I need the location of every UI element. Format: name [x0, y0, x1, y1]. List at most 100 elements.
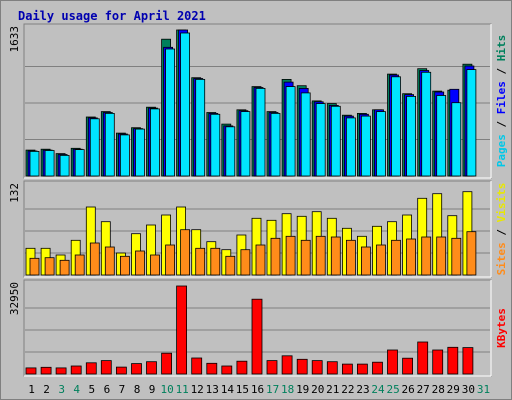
- bar-pages-day-27: [421, 71, 432, 177]
- side-label-sites: Sites: [495, 242, 508, 275]
- bar-pages-day-28: [436, 95, 447, 177]
- side-label-files: Files: [495, 81, 508, 114]
- bar-kbytes-day-19: [296, 358, 308, 375]
- x-label-day-27: 27: [417, 383, 430, 396]
- bar-sites-day-12: [195, 247, 206, 276]
- bar-kbytes-day-15: [236, 360, 248, 375]
- x-label-day-1: 1: [28, 383, 35, 396]
- bar-sites-day-18: [285, 235, 296, 276]
- x-label-day-10: 10: [160, 383, 173, 396]
- bar-pages-day-11: [180, 32, 191, 177]
- bar-kbytes-day-6: [100, 360, 112, 375]
- bar-kbytes-day-7: [116, 366, 127, 375]
- panel-visits-ymax-label: 132: [8, 183, 21, 203]
- bar-kbytes-day-24: [372, 361, 383, 375]
- x-label-day-11: 11: [176, 383, 189, 396]
- x-label-day-16: 16: [251, 383, 264, 396]
- side-label-sep-2: /: [495, 61, 508, 81]
- bar-pages-day-12: [195, 79, 206, 177]
- bar-pages-day-21: [330, 105, 341, 177]
- bar-pages-day-25: [391, 76, 401, 177]
- bar-kbytes-day-13: [206, 362, 218, 375]
- bar-sites-day-10: [165, 244, 176, 276]
- bar-kbytes-day-28: [432, 349, 444, 375]
- bar-sites-day-9: [150, 254, 160, 276]
- bar-kbytes-day-14: [221, 365, 233, 375]
- bar-sites-day-24: [376, 244, 386, 276]
- bar-kbytes-day-11: [176, 285, 188, 375]
- bar-sites-day-15: [240, 249, 251, 276]
- bar-sites-day-13: [210, 247, 221, 276]
- bar-kbytes-day-1: [25, 367, 37, 375]
- bar-sites-day-6: [104, 246, 115, 276]
- x-label-day-26: 26: [401, 383, 414, 396]
- panel-visits-sites: [23, 180, 492, 278]
- side-label-kbytes: KBytes: [495, 308, 508, 348]
- x-label-day-20: 20: [311, 383, 324, 396]
- bar-sites-day-8: [135, 250, 145, 276]
- bar-sites-day-17: [270, 237, 281, 276]
- bar-sites-day-20: [315, 235, 326, 276]
- bar-sites-day-22: [345, 239, 356, 276]
- bar-sites-day-19: [300, 239, 311, 276]
- x-label-day-6: 6: [104, 383, 111, 396]
- bar-pages-day-29: [451, 102, 462, 177]
- bar-pages-day-6: [104, 113, 115, 177]
- bar-kbytes-day-18: [281, 355, 293, 375]
- panel-hits-side-label: Pages / Files / Hits: [495, 35, 508, 168]
- bar-sites-day-14: [225, 255, 236, 276]
- x-label-day-2: 2: [43, 383, 50, 396]
- bar-kbytes-day-20: [311, 360, 323, 375]
- bar-sites-day-5: [89, 242, 100, 276]
- bar-pages-day-30: [466, 69, 477, 177]
- panel-visits-side-label: Sites / Visits: [495, 183, 508, 276]
- bar-pages-day-20: [315, 103, 326, 177]
- panel-hits-ymax-label: 1633: [8, 26, 21, 53]
- bar-sites-day-21: [330, 236, 341, 276]
- x-label-day-15: 15: [236, 383, 249, 396]
- bar-pages-day-19: [300, 92, 311, 177]
- bar-pages-day-13: [210, 113, 221, 177]
- x-label-day-8: 8: [134, 383, 141, 396]
- bar-sites-day-7: [120, 255, 130, 276]
- bar-sites-day-28: [436, 236, 447, 276]
- x-label-day-7: 7: [119, 383, 126, 396]
- bar-pages-day-9: [150, 108, 160, 177]
- bar-sites-day-4: [74, 254, 85, 276]
- bar-kbytes-day-29: [447, 346, 459, 375]
- x-label-day-9: 9: [149, 383, 156, 396]
- bar-pages-day-8: [135, 128, 145, 177]
- x-label-day-5: 5: [88, 383, 95, 396]
- bar-kbytes-day-22: [341, 363, 353, 375]
- bar-pages-day-4: [74, 149, 85, 177]
- bar-sites-day-3: [59, 259, 70, 276]
- x-label-day-18: 18: [281, 383, 294, 396]
- side-label-sep-1: /: [495, 114, 508, 134]
- panel-kbytes-ymax-label: 32950: [8, 282, 21, 315]
- bar-pages-day-17: [270, 113, 281, 177]
- bar-sites-day-2: [44, 257, 55, 276]
- panel-hits-files-pages: [23, 23, 492, 179]
- bar-kbytes-day-4: [70, 365, 82, 375]
- bar-kbytes-day-23: [356, 363, 368, 375]
- x-label-day-12: 12: [191, 383, 204, 396]
- bar-kbytes-day-27: [417, 341, 429, 375]
- bar-kbytes-day-17: [266, 360, 278, 375]
- x-label-day-22: 22: [341, 383, 354, 396]
- bar-pages-day-26: [406, 96, 417, 177]
- bar-sites-day-16: [255, 244, 266, 276]
- x-label-day-4: 4: [73, 383, 80, 396]
- bar-sites-day-1: [29, 257, 40, 276]
- x-label-day-24: 24: [371, 383, 385, 396]
- bar-pages-day-24: [376, 111, 386, 177]
- bar-kbytes-day-2: [40, 366, 52, 375]
- x-label-day-31: 31: [477, 383, 490, 396]
- bar-kbytes-day-3: [55, 367, 67, 375]
- bar-kbytes-day-16: [251, 298, 263, 375]
- x-label-day-3: 3: [58, 383, 65, 396]
- x-label-day-29: 29: [447, 383, 460, 396]
- bar-sites-day-23: [360, 246, 371, 276]
- bar-pages-day-10: [165, 48, 176, 177]
- bar-pages-day-1: [29, 150, 40, 177]
